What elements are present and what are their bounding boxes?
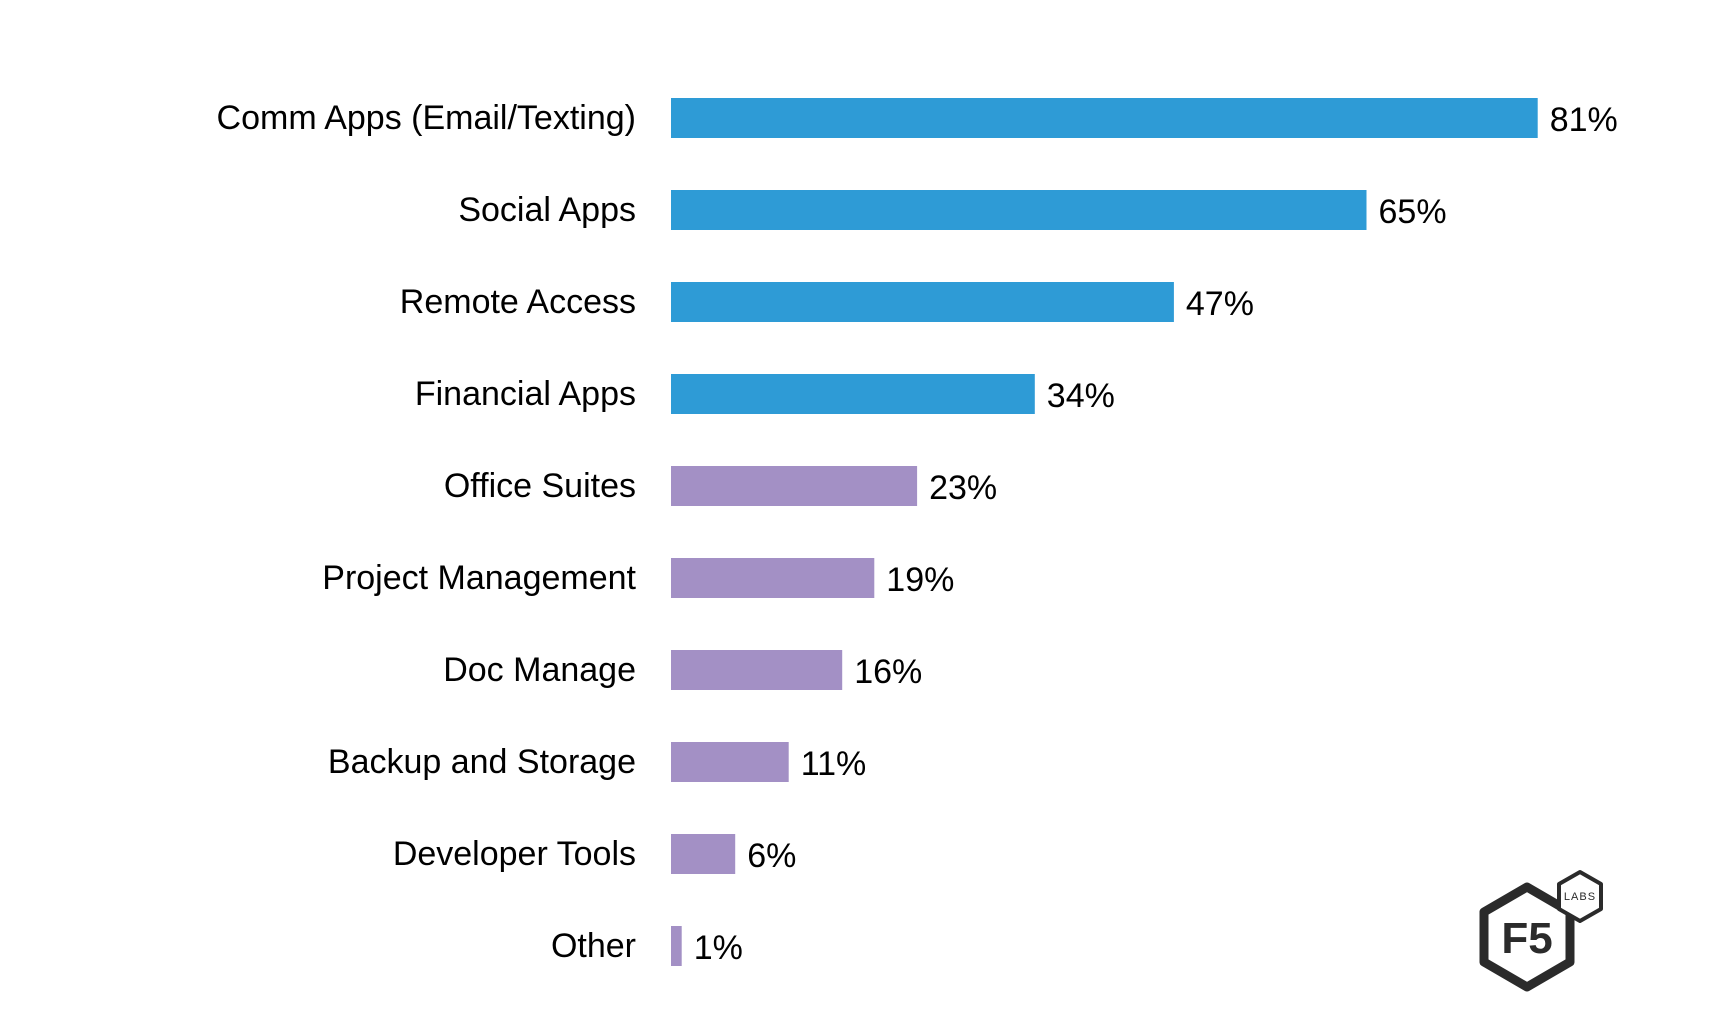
- category-label-1: Social Apps: [458, 191, 636, 229]
- bar-6: [671, 650, 843, 690]
- bar-4: [671, 466, 918, 506]
- labels-layer: Comm Apps (Email/Texting) 81% Social Apps 6…: [217, 99, 1618, 967]
- category-label-4: Office Suites: [444, 467, 636, 505]
- labs-logo-hexagon-icon: [1557, 870, 1603, 923]
- category-label-6: Doc Manage: [443, 651, 636, 689]
- category-label-0: Comm Apps (Email/Texting): [217, 99, 636, 137]
- bar-1: [671, 190, 1367, 230]
- category-label-3: Financial Apps: [415, 375, 636, 413]
- category-label-8: Developer Tools: [393, 835, 636, 873]
- bar-7: [671, 742, 789, 782]
- value-label-5: 19%: [886, 561, 954, 599]
- value-label-6: 16%: [854, 653, 922, 691]
- f5-labs-logo: F5 LABS: [1479, 870, 1603, 992]
- bar-8: [671, 834, 736, 874]
- bars-layer: [671, 98, 1538, 966]
- category-label-5: Project Management: [322, 559, 636, 597]
- value-label-0: 81%: [1550, 101, 1618, 139]
- bar-9: [671, 926, 682, 966]
- value-label-7: 11%: [801, 745, 867, 783]
- f5-logo-text: F5: [1501, 914, 1552, 963]
- value-label-1: 65%: [1379, 193, 1447, 231]
- category-label-9: Other: [551, 927, 636, 965]
- bar-5: [671, 558, 875, 598]
- value-label-4: 23%: [929, 469, 997, 507]
- category-label-2: Remote Access: [400, 283, 636, 321]
- value-label-2: 47%: [1186, 285, 1254, 323]
- labs-logo-text: LABS: [1564, 891, 1596, 903]
- bar-2: [671, 282, 1174, 322]
- value-label-3: 34%: [1047, 377, 1115, 415]
- value-label-8: 6%: [747, 837, 796, 875]
- bar-0: [671, 98, 1538, 138]
- bar-3: [671, 374, 1035, 414]
- category-label-7: Backup and Storage: [328, 743, 636, 781]
- value-label-9: 1%: [694, 929, 743, 967]
